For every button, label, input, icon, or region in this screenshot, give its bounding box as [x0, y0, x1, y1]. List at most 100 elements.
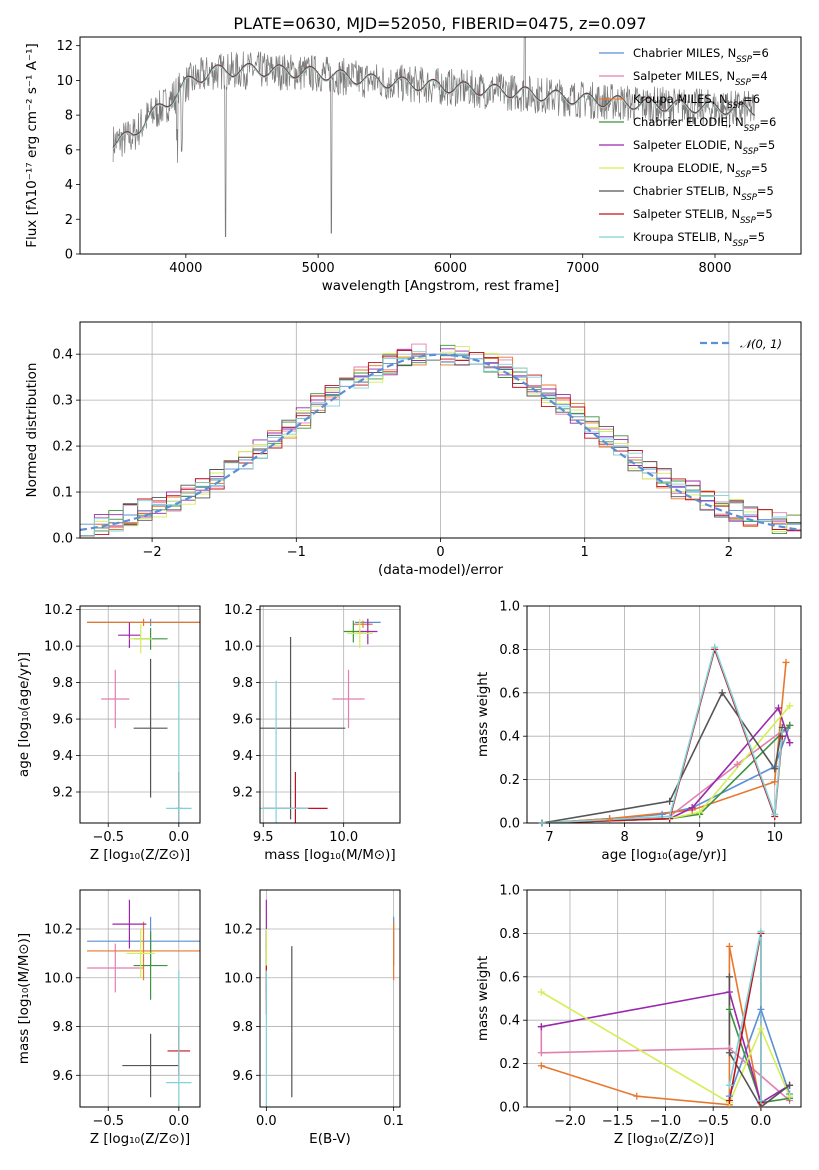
panel-residuals: −2 −1 0 1 2 0.0 0.1 0.2 0.3 0.4 (data-model)/error… [24, 321, 802, 578]
x-axis-label: Z [log₁₀(Z/Z⊙)] [90, 847, 190, 863]
legend-entry-tail: =6 [752, 46, 769, 60]
y-tick-label: 12 [56, 39, 73, 54]
axes-frame [526, 605, 802, 824]
weight-point-marker [696, 808, 704, 816]
weight-point-marker [718, 689, 726, 697]
y-tick-label: 4 [65, 178, 73, 193]
histogram-step [80, 350, 801, 537]
x-axis-label: E(B-V) [309, 1131, 351, 1147]
x-tick-label: 6000 [434, 261, 467, 276]
x-tick-label: 9.5 [253, 830, 274, 845]
weight-series-line [541, 725, 791, 823]
x-tick-label: 8000 [698, 261, 731, 276]
legend-entry-tail: =4 [751, 69, 768, 83]
grid [527, 605, 801, 824]
y-tick-label: 6 [65, 143, 73, 158]
weight-point-marker [537, 1062, 545, 1070]
y-tick-label: 0 [65, 248, 73, 263]
y-tick-label: 0.6 [499, 970, 520, 985]
y-tick-label: 0.3 [52, 394, 73, 409]
x-axis-label: Z [log₁₀(Z/Z⊙)] [90, 1131, 190, 1147]
panel-spectrum: 4000 5000 6000 7000 8000 0 2 4 6 8 10 12 wavelength … [24, 36, 802, 294]
panel-age-vs-Z: −0.5 0.0 9.2 9.4 9.6 9.8 10.0 10.2 Z [log₁₀(Z/Z⊙… [16, 603, 201, 863]
weight-point-marker [725, 1096, 733, 1104]
legend-entry-tail: =6 [743, 92, 760, 106]
y-tick-label: 0.0 [52, 532, 73, 547]
y-tick-label: 10.0 [44, 640, 73, 655]
y-tick-label: 9.6 [52, 1069, 73, 1084]
weight-series-line [541, 705, 791, 823]
x-tick-label: 9 [696, 830, 704, 845]
plot-area [260, 618, 381, 823]
y-tick-label: 0.8 [499, 643, 520, 658]
weight-point-marker [711, 643, 719, 651]
y-tick-label: 9.6 [232, 713, 253, 728]
y-tick-label: 0.4 [499, 730, 520, 745]
x-tick-label: 0 [436, 545, 444, 560]
weight-point-marker [725, 942, 733, 950]
y-tick-label: 10.0 [44, 971, 73, 986]
weight-point-marker [666, 812, 674, 820]
y-tick-label: 0.4 [52, 348, 73, 363]
y-tick-label: 8 [65, 109, 73, 124]
x-tick-label: 10.0 [329, 830, 358, 845]
x-axis-label: mass [log₁₀(M/M⊙)] [264, 847, 395, 863]
x-axis-label: age [log₁₀(age/yr)] [601, 847, 726, 863]
legend-entry-text: Kroupa STELIB, N [633, 230, 733, 244]
weight-point-marker [774, 704, 782, 712]
x-tick-label: 0.0 [751, 1114, 772, 1129]
weight-point-marker [757, 1096, 765, 1104]
histogram-step [80, 351, 801, 537]
legend-entry: Salpeter STELIB, NSSP=5 [633, 207, 773, 226]
y-tick-label: 9.8 [232, 1020, 253, 1035]
y-axis-label: mass weight [475, 672, 491, 757]
weight-point-marker [725, 1081, 733, 1089]
x-tick-label: −2 [143, 545, 162, 560]
weight-point-marker [778, 728, 786, 736]
weight-point-marker [666, 797, 674, 805]
y-tick-label: 10.2 [44, 923, 73, 938]
x-tick-label: 4000 [169, 261, 202, 276]
y-tick-label: 10.0 [224, 971, 253, 986]
weight-series-line [541, 644, 783, 823]
y-tick-label: 0.2 [52, 440, 73, 455]
y-tick-label: 9.4 [232, 749, 253, 764]
weight-point-marker [786, 1081, 794, 1089]
y-tick-label: 1.0 [499, 600, 520, 615]
legend-entry-sub: SSP [736, 55, 752, 65]
y-tick-label: 10.2 [224, 923, 253, 938]
legend-entry-text: Chabrier ELODIE, N [633, 115, 744, 129]
y-tick-label: 10.0 [224, 640, 253, 655]
legend-entry: Kroupa ELODIE, NSSP=5 [633, 161, 768, 180]
plot-area [80, 343, 801, 537]
y-tick-label: 10.2 [44, 603, 73, 618]
plot-area [87, 899, 200, 1107]
weight-point-marker [771, 778, 779, 786]
weight-series-line [541, 706, 791, 823]
legend-entry-sub: SSP [735, 170, 751, 180]
panel-mass-vs-ebv: 0.0 0.1 9.6 9.8 10.0 10.2 E(B-V) [224, 889, 404, 1147]
x-tick-label: 0.0 [256, 1114, 277, 1129]
histogram-step [80, 354, 801, 537]
legend-entry-tail: =5 [757, 184, 774, 198]
legend-entry-sub: SSP [743, 147, 759, 157]
panel-mass-vs-Z: −0.5 0.0 9.6 9.8 10.0 10.2 Z [log₁₀(Z/Z⊙)] mass… [16, 889, 201, 1147]
weight-point-marker [633, 1092, 641, 1100]
y-tick-label: 0.0 [499, 817, 520, 832]
x-tick-label: −0.5 [697, 1114, 729, 1129]
x-tick-label: 0.0 [168, 1114, 189, 1129]
legend-entry-tail: =6 [759, 115, 776, 129]
legend-entry-sub: SSP [740, 216, 756, 226]
y-tick-label: 1.0 [499, 884, 520, 899]
y-axis-label: Normed distribution [24, 363, 40, 498]
legend-entry: Chabrier STELIB, NSSP=5 [633, 184, 774, 203]
x-tick-label: 1 [581, 545, 589, 560]
weight-point-marker [786, 739, 794, 747]
weight-series-line [540, 1026, 791, 1102]
y-tick-label: 9.6 [52, 713, 73, 728]
weight-point-marker [782, 658, 790, 666]
x-axis-label: (data-model)/error [378, 562, 504, 578]
weight-point-marker [725, 973, 733, 981]
